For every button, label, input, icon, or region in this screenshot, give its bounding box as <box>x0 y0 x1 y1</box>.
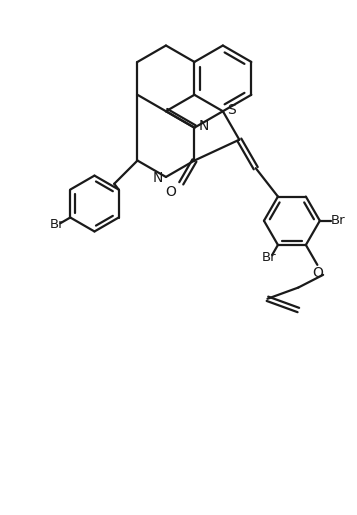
Text: N: N <box>153 170 163 185</box>
Text: Br: Br <box>50 218 65 231</box>
Text: Br: Br <box>262 251 276 264</box>
Text: O: O <box>165 185 176 199</box>
Text: S: S <box>227 102 236 116</box>
Text: N: N <box>198 119 209 133</box>
Text: O: O <box>312 266 323 280</box>
Text: Br: Br <box>331 214 345 227</box>
